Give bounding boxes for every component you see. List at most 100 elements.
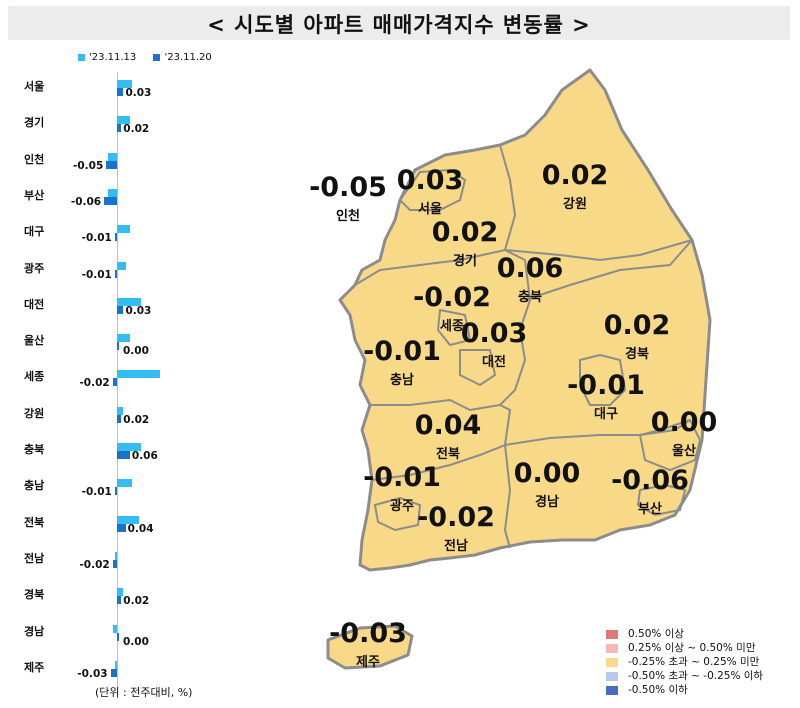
data-label: -0.01 [81, 486, 112, 499]
map-legend-swatch [606, 643, 618, 653]
map-value-전북: 0.04 [414, 410, 482, 441]
bar-curr-week [117, 632, 119, 641]
category-label: 강원 [24, 406, 45, 420]
map-region-name: 울산 [672, 444, 696, 459]
border-jeonbuk-south [371, 404, 512, 481]
bar-prev-week [117, 443, 141, 451]
map-legend-label: 0.25% 이상 ~ 0.50% 미만 [628, 642, 756, 654]
data-label: 0.02 [123, 123, 150, 136]
map-region-name: 전남 [444, 539, 468, 554]
data-label: 0.00 [123, 345, 149, 358]
map-value-전남: -0.02 [417, 502, 495, 533]
map-value-세종: -0.02 [413, 282, 491, 313]
bar-prev-week [117, 116, 130, 125]
bar-prev-week [117, 406, 124, 415]
map-region-name: 전북 [436, 447, 460, 462]
category-label: 충남 [24, 479, 45, 493]
data-label: -0.03 [77, 667, 108, 680]
bar-curr-week [114, 487, 117, 496]
border-gyeonggi-gangwon [499, 144, 517, 251]
border-daejeon [459, 349, 497, 387]
bar-prev-week [114, 551, 117, 560]
category-label: 전남 [24, 551, 45, 565]
data-label: -0.05 [72, 159, 104, 172]
border-gyeongbuk-west [524, 239, 693, 301]
bar-prev-week [114, 660, 117, 669]
map-value-경북: 0.02 [603, 310, 671, 341]
bar-curr-week [106, 160, 117, 169]
bar-curr-week [112, 378, 117, 387]
zero-axis-line [117, 72, 118, 700]
category-label: 경북 [24, 588, 45, 602]
map-region-name: 충남 [390, 373, 414, 388]
data-label: -0.01 [81, 232, 112, 245]
category-label: 광주 [24, 261, 45, 275]
unit-note: (단위 : 전주대비, %) [95, 686, 193, 699]
border-gangwon-south [504, 239, 693, 262]
border-busan [636, 483, 687, 517]
data-label: -0.02 [79, 377, 110, 390]
map-region-name: 서울 [418, 202, 442, 217]
map-legend-swatch [606, 657, 618, 667]
map-value-경기: 0.02 [431, 217, 499, 248]
map-value-대전: 0.03 [460, 318, 528, 349]
map-region-name: 경북 [625, 347, 649, 362]
map-legend-swatch [606, 671, 618, 681]
map-value-광주: -0.01 [363, 462, 441, 493]
map-svg [326, 68, 712, 670]
legend-item-curr: '23.11.20 [153, 52, 212, 63]
map-legend-item: -0.25% 초과 ~ 0.25% 미만 [606, 655, 763, 669]
border-gyeongnam [504, 419, 691, 446]
bar-curr-week [110, 668, 117, 677]
category-label: 부산 [24, 188, 45, 202]
legend-label-curr: '23.11.20 [164, 52, 212, 63]
bar-prev-week [117, 261, 126, 270]
bar-chart: 서울 0.03 경기 0.02 인천 -0.05 부산 -0.06 대구 -0.01 광주 -0.01… [0, 60, 215, 700]
bar-curr-week [114, 233, 117, 242]
map-legend-label: 0.50% 이상 [628, 628, 685, 640]
category-label: 경기 [24, 116, 45, 130]
map-region-name: 제주 [356, 655, 380, 670]
map-region-name: 세종 [440, 319, 464, 334]
map-value-부산: -0.06 [611, 465, 689, 496]
data-label: 0.02 [123, 595, 150, 608]
map-legend-item: 0.25% 이상 ~ 0.50% 미만 [606, 641, 763, 655]
bar-prev-week [117, 515, 139, 524]
category-label: 충북 [24, 443, 45, 456]
bar-prev-week [117, 334, 130, 343]
bar-curr-week [117, 414, 122, 423]
bar-curr-week [117, 305, 124, 314]
map-region-name: 부산 [638, 502, 662, 517]
border-daegu [579, 353, 627, 406]
map-region-name: 충북 [518, 290, 542, 305]
map-value-경남: 0.00 [513, 458, 581, 489]
map-value-울산: 0.00 [650, 407, 718, 438]
data-label: -0.06 [70, 195, 102, 208]
map-legend-item: -0.50% 초과 ~ -0.25% 이하 [606, 669, 763, 683]
map-legend-item: -0.50% 이하 [606, 683, 763, 697]
legend-swatch-curr [153, 53, 161, 61]
map-legend-swatch [606, 685, 618, 695]
border-seoul [398, 168, 467, 211]
category-label: 대전 [24, 297, 45, 311]
bar-curr-week [104, 196, 117, 205]
title-bar: < 시도별 아파트 매매가격지수 변동률 > [8, 6, 790, 40]
map-legend-label: -0.25% 초과 ~ 0.25% 미만 [628, 656, 760, 668]
border-gyeonggi-south [354, 248, 526, 286]
border-sejong [436, 308, 472, 347]
data-label: -0.02 [79, 558, 110, 571]
data-label: 0.02 [123, 413, 150, 426]
map-value-충북: 0.06 [496, 253, 564, 284]
bar-prev-week [117, 80, 133, 88]
map-region-name: 인천 [336, 209, 360, 224]
bar-prev-week [108, 188, 117, 197]
bar-curr-week [117, 124, 122, 133]
map-legend-label: -0.50% 초과 ~ -0.25% 이하 [628, 670, 764, 682]
data-label: 0.04 [127, 522, 154, 535]
chart-title: < 시도별 아파트 매매가격지수 변동률 > [207, 13, 591, 37]
data-label: 0.06 [131, 450, 158, 462]
map-region-name: 광주 [390, 499, 414, 514]
bar-prev-week [117, 588, 124, 597]
bar-prev-week [117, 479, 133, 488]
map-value-강원: 0.02 [541, 160, 609, 191]
